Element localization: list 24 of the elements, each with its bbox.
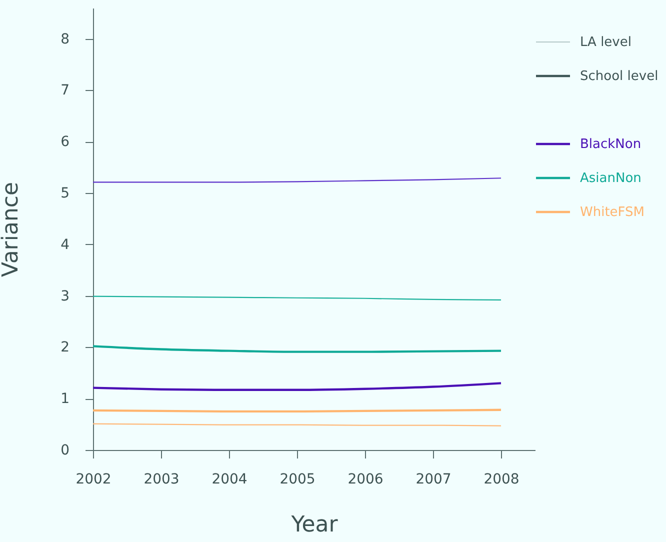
x-tick-label: 2007 — [416, 472, 452, 488]
line-series — [93, 382, 502, 391]
x-tick-label: 2006 — [348, 472, 384, 488]
y-tick-label: 3 — [60, 288, 70, 304]
x-tick-label: 2008 — [484, 472, 520, 488]
legend-label: BlackNon — [580, 137, 642, 152]
legend-label: WhiteFSM — [580, 205, 645, 220]
y-tick-label: 0 — [60, 442, 70, 458]
x-tick-label: 2003 — [144, 472, 180, 488]
x-tick-label: 2005 — [280, 472, 316, 488]
y-tick-label: 4 — [60, 236, 70, 253]
x-tick-label: 2002 — [76, 472, 112, 488]
legend-label: AsianNon — [580, 171, 642, 186]
text: School level — [580, 69, 658, 84]
y-tick-label: 8 — [60, 31, 70, 48]
y-tick-label: 5 — [60, 186, 70, 202]
y-axis-title: Variance — [0, 182, 24, 278]
x-tick-label: 2004 — [212, 472, 248, 488]
x-axis-title: Year — [290, 512, 339, 538]
y-tick-label: 1 — [60, 391, 70, 408]
y-tick-label: 6 — [60, 134, 70, 150]
y-tick-label: 7 — [60, 82, 70, 99]
y-tick-label: 2 — [60, 340, 70, 356]
text: LA level — [580, 35, 632, 50]
